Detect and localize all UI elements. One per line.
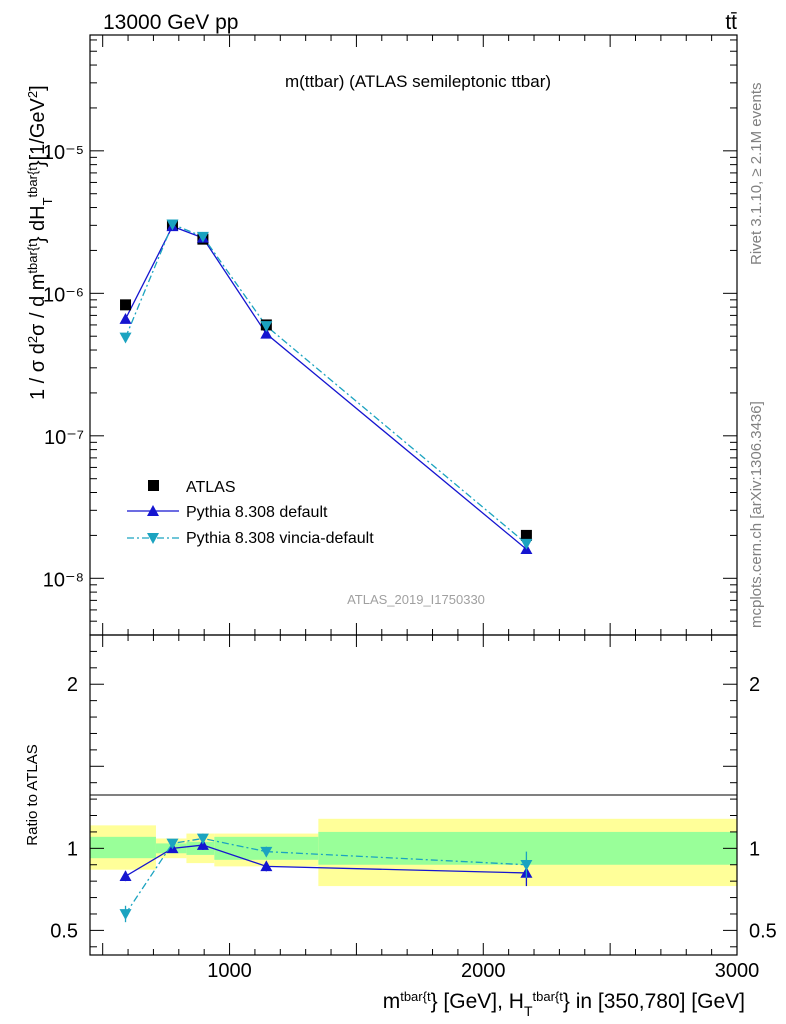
y-tick-label-ratio-left: 1 [67,838,78,860]
y-axis-label-main: 1 / σ d2σ / d mtbar{t} dHTtbar{t}[1/GeV2… [25,85,55,400]
legend-marker-pythia-vincia [147,533,159,544]
y-tick-label-ratio-left: 2 [67,674,78,696]
x-axis-label: mtbar{t} [GeV], HTtbar{t} in [350,780] [… [383,989,745,1020]
y-tick-label-ratio-left: 0.5 [50,920,78,942]
main-point-pythia-vincia-3 [260,321,273,332]
x-tick-label: 3000 [715,960,760,982]
main-point-pythia-default-0 [119,313,132,324]
main-point-atlas-4 [520,529,532,541]
main-point-pythia-default-3 [260,327,273,339]
mcplots-label: mcplots.cern.ch [arXiv:1306.3436] [748,401,765,628]
legend-marker-pythia-default [147,505,159,516]
y-tick-label-ratio-right: 2 [749,674,760,696]
band-inner-bin-4 [318,831,737,865]
main-point-pythia-vincia-2 [196,231,209,243]
plot-title: m(ttbar) (ATLAS semileptonic ttbar) [285,72,551,91]
main-point-atlas-0 [120,299,132,311]
x-tick-label: 2000 [461,960,506,982]
ratio-point-pythia-default-0 [119,870,132,882]
axis-ticks [90,35,738,955]
main-line-series-1 [124,225,527,550]
y-tick-label-ratio-right: 0.5 [749,920,777,942]
rivet-version-label: Rivet 3.1.10, ≥ 2.1M events [748,83,765,266]
tick-labels: 1000 2000 3000 10⁻⁸ 10⁻⁷ 10⁻⁶ 10⁻⁵ 0.5 0.5 1 1 2 2 [43,142,777,982]
y-tick-label-main: 10⁻⁸ [43,569,84,591]
legend-marker-atlas [148,480,159,491]
energy-label: 13000 GeV pp [103,11,238,34]
y-tick-label-main: 10⁻⁶ [43,284,84,306]
legend: ATLAS Pythia 8.308 default Pythia 8.308 … [127,479,374,547]
band-inner-bin-0 [90,836,156,859]
y-tick-label-ratio-right: 1 [749,838,760,860]
analysis-watermark: ATLAS_2019_I1750330 [347,592,485,607]
ratio-point-pythia-vincia-1 [166,838,179,850]
y-tick-label-main: 10⁻⁷ [44,427,84,449]
ratio-point-pythia-default-3 [260,860,273,872]
legend-label-atlas: ATLAS [186,479,236,496]
ratio-series-layer [119,833,533,923]
main-point-pythia-vincia-4 [520,538,533,550]
ratio-point-pythia-vincia-4 [520,859,533,871]
ratio-uncertainty-bands [90,818,737,887]
legend-label-pythia-vincia: Pythia 8.308 vincia-default [186,530,374,547]
main-point-pythia-vincia-1 [166,219,179,231]
ratio-point-pythia-vincia-2 [196,833,209,845]
process-label: tt̄ [725,11,737,34]
ratio-point-pythia-vincia-0 [119,909,132,920]
ratio-point-pythia-vincia-3 [260,846,273,858]
y-axis-label-ratio: Ratio to ATLAS [24,744,41,845]
legend-label-pythia-default: Pythia 8.308 default [186,504,328,521]
y-tick-label-main: 10⁻⁵ [43,142,84,164]
main-series-layer [119,219,533,555]
x-tick-label: 1000 [207,960,252,982]
main-point-pythia-vincia-0 [119,332,132,344]
